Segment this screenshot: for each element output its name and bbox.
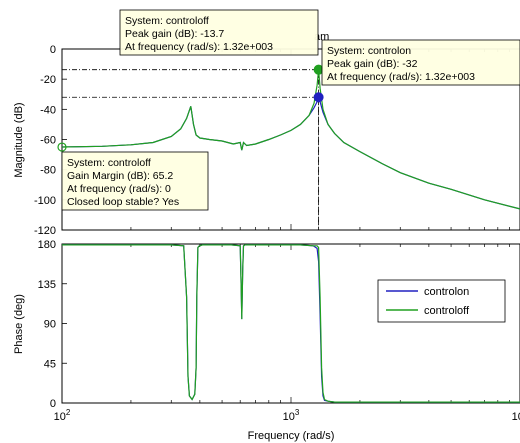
legend-label-controloff: controloff xyxy=(424,305,470,317)
phase-y-tick-label: 180 xyxy=(38,239,56,251)
phase-y-tick-label: 0 xyxy=(50,398,56,410)
phase-series xyxy=(62,244,520,403)
phase-x-tick-label: 104 xyxy=(512,408,520,423)
phase-line-controloff xyxy=(62,244,520,403)
phase-x-tick-label: 102 xyxy=(54,408,71,423)
datatip-box-peak-controloff[interactable] xyxy=(119,9,319,56)
phase-y-tick-label: 45 xyxy=(44,358,56,370)
legend[interactable]: controlon controloff xyxy=(377,279,506,323)
datatip-box-gain-margin-controloff[interactable] xyxy=(61,151,209,211)
datatip-line: Gain Margin (dB): 65.2 xyxy=(67,170,173,182)
frequency-x-axis-label: Frequency (rad/s) xyxy=(248,430,335,442)
magnitude-y-tick-label: -80 xyxy=(40,165,56,177)
datatip-line: At frequency (rad/s): 1.32e+003 xyxy=(327,71,475,83)
phase-y-axis-label: Phase (deg) xyxy=(13,294,25,354)
phase-y-tick-label: 135 xyxy=(38,279,56,291)
datatip-line: At frequency (rad/s): 0 xyxy=(67,183,171,195)
phase-plot-area xyxy=(61,243,520,404)
magnitude-y-tick-label: -100 xyxy=(34,195,56,207)
phase-y-tick-label: 90 xyxy=(44,319,56,331)
phase-y-ticks: 180 135 90 45 0 xyxy=(38,239,67,410)
datatip-line: Peak gain (dB): -32 xyxy=(327,58,418,70)
datatip-box-peak-controlon[interactable] xyxy=(321,39,520,86)
phase-axes[interactable]: 180 135 90 45 0 102 103 104 Phase (deg) Freque… xyxy=(13,239,520,442)
datatip-line: Closed loop stable? Yes xyxy=(67,196,179,208)
legend-label-controlon: controlon xyxy=(424,286,469,298)
datatip-marker-controloff[interactable] xyxy=(57,142,67,152)
magnitude-y-tick-label: 0 xyxy=(50,44,56,56)
magnitude-series xyxy=(61,69,520,210)
datatip-line: System: controloff xyxy=(125,15,209,27)
magnitude-y-tick-label: -40 xyxy=(40,104,56,116)
magnitude-line-controloff xyxy=(61,69,520,210)
datatip-line: System: controlon xyxy=(327,45,411,57)
magnitude-y-tick-label: -20 xyxy=(40,74,56,86)
magnitude-y-tick-label: -60 xyxy=(40,135,56,147)
datatip-line: At frequency (rad/s): 1.32e+003 xyxy=(125,41,273,53)
legend-box xyxy=(377,279,506,323)
magnitude-guides xyxy=(57,64,324,230)
datatip-line: Peak gain (dB): -13.7 xyxy=(125,28,224,40)
datatip-marker-controlon[interactable] xyxy=(313,92,324,103)
phase-x-tick-label: 103 xyxy=(283,408,300,423)
magnitude-y-ticks: 0 -20 -40 -60 -80 -100 -120 xyxy=(34,44,67,237)
magnitude-y-tick-label: -120 xyxy=(34,225,56,237)
magnitude-y-axis-label: Magnitude (dB) xyxy=(13,102,25,177)
datatip-line: System: controloff xyxy=(67,157,151,169)
